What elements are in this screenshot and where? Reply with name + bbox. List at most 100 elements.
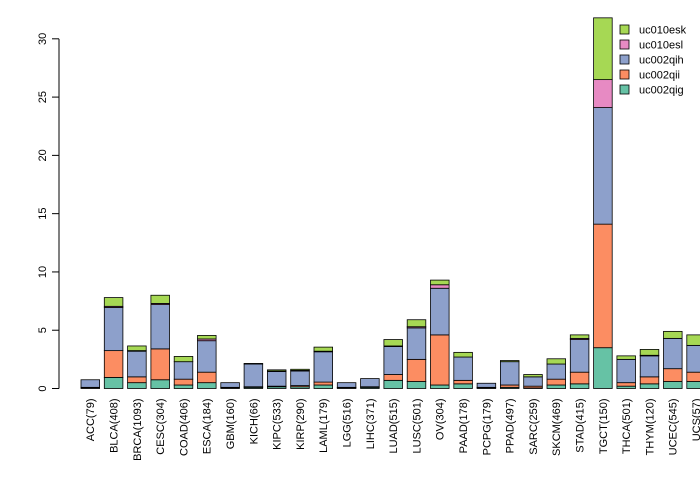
bar-uc002qii-thca-501 [616, 382, 636, 387]
bar-uc002qig-coad-406 [173, 384, 194, 389]
bar-uc002qig-thym-120 [639, 383, 660, 389]
bar-uc002qih-laml-179 [313, 351, 334, 383]
bar-uc002qii-blca-408 [103, 350, 124, 378]
bar-uc002qig-lusc-501 [406, 381, 427, 389]
bar-uc002qih-sarc-259 [523, 376, 543, 387]
bar-uc002qih-ucec-545 [663, 337, 683, 370]
x-tick-label: GBM(160) [225, 399, 237, 450]
bar-uc002qii-ov-304 [430, 334, 450, 386]
x-tick-label: THCA(501) [621, 399, 633, 455]
bar-uc002qih-tgct-150 [593, 107, 613, 225]
legend-label-uc002qii: uc002qii [639, 69, 680, 81]
legend-swatch-uc010esl [619, 39, 630, 50]
x-tick-label: LUSC(501) [411, 399, 423, 454]
x-tick-label: UCS(57) [691, 399, 700, 442]
bar-uc002qii-skcm-469 [546, 378, 567, 386]
bar-uc010esk-ucs-57 [686, 334, 700, 346]
y-tick-label: 15 [37, 208, 49, 220]
bar-uc002qih-luad-515 [383, 346, 403, 375]
bar-uc002qih-brca-1093 [127, 350, 147, 378]
bar-uc002qih-lusc-501 [406, 327, 427, 360]
bar-uc002qih-kirp-290 [290, 370, 310, 386]
bar-uc002qii-brca-1093 [127, 376, 147, 384]
bar-uc002qig-blca-408 [103, 377, 124, 389]
x-tick-label: COAD(406) [178, 399, 190, 456]
bar-uc010esk-paad-178 [453, 351, 473, 358]
y-tick-label: 10 [37, 266, 49, 278]
x-tick-label: BLCA(408) [108, 399, 120, 453]
bar-uc002qii-tgct-150 [593, 223, 613, 349]
bar-uc002qii-ucs-57 [686, 371, 700, 382]
bar-uc002qih-ucs-57 [686, 344, 700, 373]
bar-uc002qih-skcm-469 [546, 363, 567, 380]
legend-label-uc002qih: uc002qih [639, 54, 684, 66]
bar-uc010esk-coad-406 [173, 356, 194, 363]
x-tick-label: PPAD(497) [505, 399, 517, 454]
bar-uc002qii-stad-415 [569, 371, 590, 385]
legend-swatch-uc002qii [619, 69, 630, 80]
bar-uc002qii-coad-406 [173, 378, 194, 386]
x-tick-label: SARC(259) [528, 399, 540, 455]
bar-uc002qii-thym-120 [639, 376, 660, 385]
bar-uc002qih-ov-304 [430, 287, 450, 336]
bar-uc002qii-laml-179 [313, 381, 334, 386]
legend-swatch-uc002qig [619, 84, 630, 95]
bar-uc010esk-cesc-304 [150, 294, 170, 304]
x-tick-label: PAAD(178) [458, 399, 470, 454]
bar-uc010esk-lusc-501 [406, 319, 427, 328]
bar-uc010esl-tgct-150 [593, 79, 613, 108]
legend: uc010esk uc010esl uc002qih uc002qii uc002qig [619, 24, 687, 96]
bar-uc002qih-gbm-160 [220, 382, 240, 388]
bar-uc010esk-ppad-497 [499, 360, 520, 363]
bar-uc002qii-paad-178 [453, 379, 473, 385]
bar-uc002qig-paad-178 [453, 383, 473, 389]
x-tick-label: STAD(415) [574, 399, 586, 453]
bar-uc010esk-ucec-545 [663, 330, 683, 339]
bar-uc010esk-kirp-290 [290, 368, 310, 371]
bar-uc002qii-ucec-545 [663, 368, 683, 382]
x-axis-labels: ACC(79) BLCA(408) BRCA(1093) CESC(304) COAD(… [85, 399, 700, 461]
bar-uc002qii-cesc-304 [150, 348, 170, 381]
bar-uc010esk-laml-179 [313, 346, 334, 352]
bar-uc010esk-skcm-469 [546, 358, 567, 365]
x-tick-label: KICH(66) [248, 399, 260, 445]
x-tick-label: LIHC(371) [365, 399, 377, 450]
bar-uc002qih-pcpg-179 [476, 382, 497, 388]
bar-uc002qii-esca-184 [197, 371, 217, 384]
x-tick-label: OV(304) [435, 399, 447, 441]
bar-uc002qih-esca-184 [197, 340, 217, 373]
bar-uc002qig-brca-1093 [127, 382, 147, 389]
y-tick-label: 25 [37, 91, 49, 103]
x-tick-label: KIPC(533) [272, 399, 284, 450]
y-axis: 0 5 10 15 20 25 30 [37, 33, 60, 392]
bar-uc002qig-ucec-545 [663, 381, 683, 389]
bar-uc002qii-lusc-501 [406, 358, 427, 382]
bar-uc002qih-paad-178 [453, 356, 473, 381]
x-tick-label: LUAD(515) [388, 399, 400, 454]
bar-uc002qig-luad-515 [383, 379, 403, 389]
bar-uc002qih-cesc-304 [150, 304, 170, 350]
bar-uc002qig-esca-184 [197, 382, 217, 389]
bar-uc002qih-thym-120 [639, 355, 660, 378]
bar-uc002qii-luad-515 [383, 374, 403, 381]
bar-uc002qig-cesc-304 [150, 379, 170, 389]
bar-uc002qig-tgct-150 [593, 347, 613, 389]
bar-uc002qih-kipc-533 [266, 371, 287, 387]
bar-uc010esk-luad-515 [383, 339, 403, 347]
x-tick-label: UCEC(545) [668, 399, 680, 456]
legend-label-uc010esl: uc010esl [639, 39, 683, 51]
bar-uc010esk-brca-1093 [127, 345, 147, 352]
bar-uc010esk-ov-304 [430, 279, 450, 286]
bar-uc002qih-blca-408 [103, 307, 124, 352]
x-tick-label: THYM(120) [644, 399, 656, 456]
legend-swatch-uc010esk [619, 24, 630, 35]
bar-uc002qig-ov-304 [430, 384, 450, 389]
bar-uc010esk-kipc-533 [266, 369, 287, 372]
x-tick-label: PCPG(179) [481, 399, 493, 456]
x-tick-label: KIRP(290) [295, 399, 307, 450]
bar-uc002qig-ucs-57 [686, 381, 700, 389]
bar-uc002qih-stad-415 [569, 339, 590, 373]
y-tick-label: 20 [37, 149, 49, 161]
bar-uc010esk-kich-66 [243, 363, 264, 365]
